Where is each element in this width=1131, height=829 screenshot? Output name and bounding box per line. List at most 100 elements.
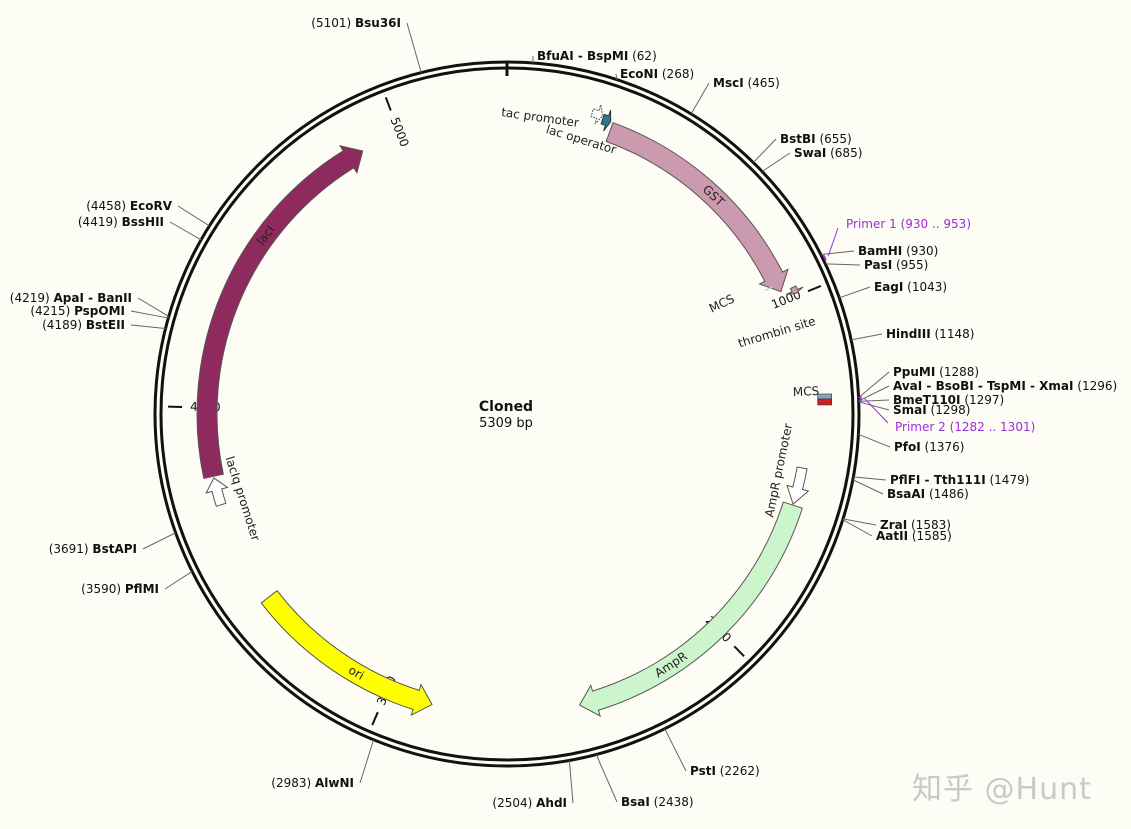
site-enzyme-name: AvaI - BsoBI - TspMI - XmaI <box>893 379 1073 393</box>
site-position: (3590) <box>81 582 125 596</box>
gst-arrow <box>605 122 789 293</box>
site-position: (955) <box>892 258 928 272</box>
site-label: (2983) AlwNI <box>271 776 354 790</box>
site-alwni[interactable]: (2983) AlwNI <box>271 739 375 790</box>
site-connector <box>142 532 176 550</box>
site-position: (4219) <box>10 291 54 305</box>
primer-range: (930 .. 953) <box>897 217 971 231</box>
site-ahdi[interactable]: (2504) AhdI <box>492 760 574 810</box>
site-bsai[interactable]: BsaI (2438) <box>595 754 694 809</box>
site-bsaai[interactable]: BsaAI (1486) <box>852 479 969 501</box>
site-label: PfoI (1376) <box>894 440 964 454</box>
mcs-2-top <box>817 393 832 400</box>
site-smai[interactable]: SmaI (1298) <box>858 401 971 417</box>
site-label: PasI (955) <box>864 258 928 272</box>
primer-range: (1282 .. 1301) <box>946 420 1036 434</box>
site-avai-bsobi-tspmi-xmai[interactable]: AvaI - BsoBI - TspMI - XmaI (1296) <box>858 379 1117 402</box>
primer-connector <box>827 227 839 257</box>
site-position: (2504) <box>492 796 536 810</box>
site-enzyme-name: BssHII <box>122 215 164 229</box>
primer-2[interactable]: Primer 2 (1282 .. 1301) <box>859 395 1036 434</box>
site-ecorv[interactable]: (4458) EcoRV <box>86 199 210 227</box>
site-position: (1288) <box>935 365 979 379</box>
site-pfoi[interactable]: PfoI (1376) <box>858 433 964 454</box>
site-pflmi[interactable]: (3590) PflMI <box>81 570 193 596</box>
site-bmet110i[interactable]: BmeT110I (1297) <box>858 393 1005 407</box>
lac-operator-box <box>600 110 612 132</box>
site-econi[interactable]: EcoNI (268) <box>615 67 694 81</box>
site-label: EagI (1043) <box>874 280 947 294</box>
site-msci[interactable]: MscI (465) <box>690 76 780 115</box>
site-bfuai-bspmi[interactable]: BfuAI - BspMI (62) <box>532 49 657 63</box>
site-pasi[interactable]: PasI (955) <box>825 258 928 272</box>
site-pspomi[interactable]: (4215) PspOMI <box>30 304 169 319</box>
site-connector <box>130 324 166 330</box>
site-connector <box>858 433 891 448</box>
laciq-promoter-arrow <box>205 477 229 507</box>
site-label: (4219) ApaI - BanII <box>10 291 132 305</box>
site-label: EcoNI (268) <box>620 67 694 81</box>
site-enzyme-name: BstAPI <box>92 542 137 556</box>
site-connector <box>130 310 169 319</box>
site-label: (3590) PflMI <box>81 582 159 596</box>
tick-label: 5000 <box>388 115 412 149</box>
site-enzyme-name: PspOMI <box>74 304 125 318</box>
site-label: (2504) AhdI <box>492 796 567 810</box>
site-position: (268) <box>658 67 694 81</box>
primer-label: Primer 1 (930 .. 953) <box>846 217 971 231</box>
site-label: AatII (1585) <box>876 529 952 543</box>
site-bstbi[interactable]: BstBI (655) <box>752 132 852 163</box>
site-bsshii[interactable]: (4419) BssHII <box>78 215 202 241</box>
site-connector <box>169 221 202 241</box>
mcs-1-marker <box>764 286 773 292</box>
plasmid-name: Cloned <box>479 399 533 415</box>
site-enzyme-name: PflFI - Tth111I <box>890 473 986 487</box>
site-bsteii[interactable]: (4189) BstEII <box>42 318 166 332</box>
ori-label: ori <box>346 663 367 683</box>
tac-promoter-arrow <box>590 104 604 125</box>
site-position: (2262) <box>716 764 760 778</box>
mcs-2-label: MCS <box>793 384 820 399</box>
site-aatii[interactable]: AatII (1585) <box>842 519 952 543</box>
site-label: PpuMI (1288) <box>893 365 979 379</box>
site-connector <box>690 82 710 115</box>
site-position: (1296) <box>1073 379 1117 393</box>
mcs-2-marker <box>817 398 832 406</box>
site-hindiii[interactable]: HindIII (1148) <box>851 327 974 341</box>
site-enzyme-name: BstEII <box>86 318 125 332</box>
site-enzyme-name: Bsu36I <box>355 16 401 30</box>
site-label: (4215) PspOMI <box>30 304 125 318</box>
laciq-promoter-label: lacIq promoter <box>223 455 263 543</box>
site-bstapi[interactable]: (3691) BstAPI <box>49 532 176 556</box>
primer-1[interactable]: Primer 1 (930 .. 953) <box>822 217 971 261</box>
site-enzyme-name: MscI <box>713 76 744 90</box>
site-position: (1148) <box>931 327 975 341</box>
site-connector <box>858 399 890 402</box>
site-label: (5101) Bsu36I <box>311 16 401 30</box>
site-connector <box>820 250 855 256</box>
lac-operator-label: lac operator <box>544 122 618 157</box>
site-bamhi[interactable]: BamHI (930) <box>820 244 939 258</box>
site-enzyme-name: BsaAI <box>887 487 925 501</box>
site-position: (1376) <box>921 440 965 454</box>
site-eagi[interactable]: EagI (1043) <box>839 280 947 299</box>
site-swai[interactable]: SwaI (685) <box>761 146 862 172</box>
site-enzyme-name: AlwNI <box>315 776 354 790</box>
site-zrai[interactable]: ZraI (1583) <box>842 518 951 532</box>
site-label: ZraI (1583) <box>880 518 951 532</box>
site-ppumi[interactable]: PpuMI (1288) <box>858 365 979 399</box>
site-enzyme-name: BstBI <box>780 132 816 146</box>
site-bsu36i[interactable]: (5101) Bsu36I <box>311 16 422 73</box>
site-position: (1297) <box>961 393 1005 407</box>
site-position: (1486) <box>925 487 969 501</box>
site-psti[interactable]: PstI (2262) <box>664 728 760 778</box>
site-enzyme-name: BmeT110I <box>893 393 961 407</box>
site-position: (1479) <box>986 473 1030 487</box>
site-connector <box>752 138 777 163</box>
site-pflfi-tth111i[interactable]: PflFI - Tth111I (1479) <box>853 473 1029 487</box>
site-position: (4419) <box>78 215 122 229</box>
site-position: (4189) <box>42 318 86 332</box>
primer-name: Primer 2 <box>895 420 946 434</box>
site-apai-banii[interactable]: (4219) ApaI - BanII <box>10 291 170 317</box>
